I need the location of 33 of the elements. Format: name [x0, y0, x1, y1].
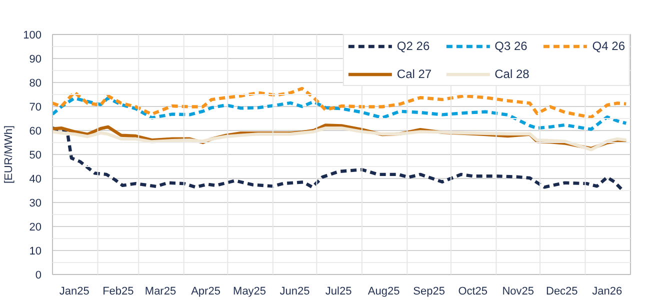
x-tick-label: Jan25	[59, 286, 90, 298]
y-tick-label: 0	[35, 270, 42, 282]
x-tick-label: Aug25	[368, 286, 400, 298]
y-tick-label: 100	[23, 30, 42, 42]
y-axis-title: [EUR/MWh]	[3, 125, 16, 184]
x-tick-label: Nov25	[502, 286, 534, 298]
y-tick-label: 50	[29, 150, 42, 162]
legend-label: Cal 28	[494, 67, 530, 81]
y-tick-label: 20	[29, 222, 42, 234]
y-tick-label: 80	[29, 78, 42, 90]
line-series	[52, 126, 625, 193]
legend-label: Cal 27	[396, 67, 432, 81]
y-tick-label: 60	[29, 126, 42, 138]
line-series	[52, 96, 628, 131]
x-tick-label: Mar25	[144, 286, 176, 298]
x-tick-label: Feb25	[102, 286, 134, 298]
x-tick-label: Jun25	[280, 286, 310, 298]
legend-label: Q4 26	[592, 39, 625, 53]
y-tick-label: 40	[29, 174, 42, 186]
y-tick-label: 90	[29, 54, 42, 66]
x-tick-label: Apr25	[191, 286, 220, 298]
legend-label: Q2 26	[396, 39, 430, 53]
x-tick-label: May25	[233, 286, 266, 298]
legend-label: Q3 26	[494, 39, 528, 53]
y-tick-label: 30	[29, 198, 42, 210]
x-tick-label: Jan26	[592, 286, 622, 298]
x-tick-label: Dec25	[546, 286, 578, 298]
y-tick-label: 70	[29, 102, 42, 114]
x-tick-label: Oct25	[458, 286, 488, 298]
line-series	[52, 86, 628, 119]
x-tick-label: Sep25	[413, 286, 445, 298]
y-tick-label: 10	[29, 246, 42, 258]
x-tick-label: Jul25	[325, 286, 352, 298]
